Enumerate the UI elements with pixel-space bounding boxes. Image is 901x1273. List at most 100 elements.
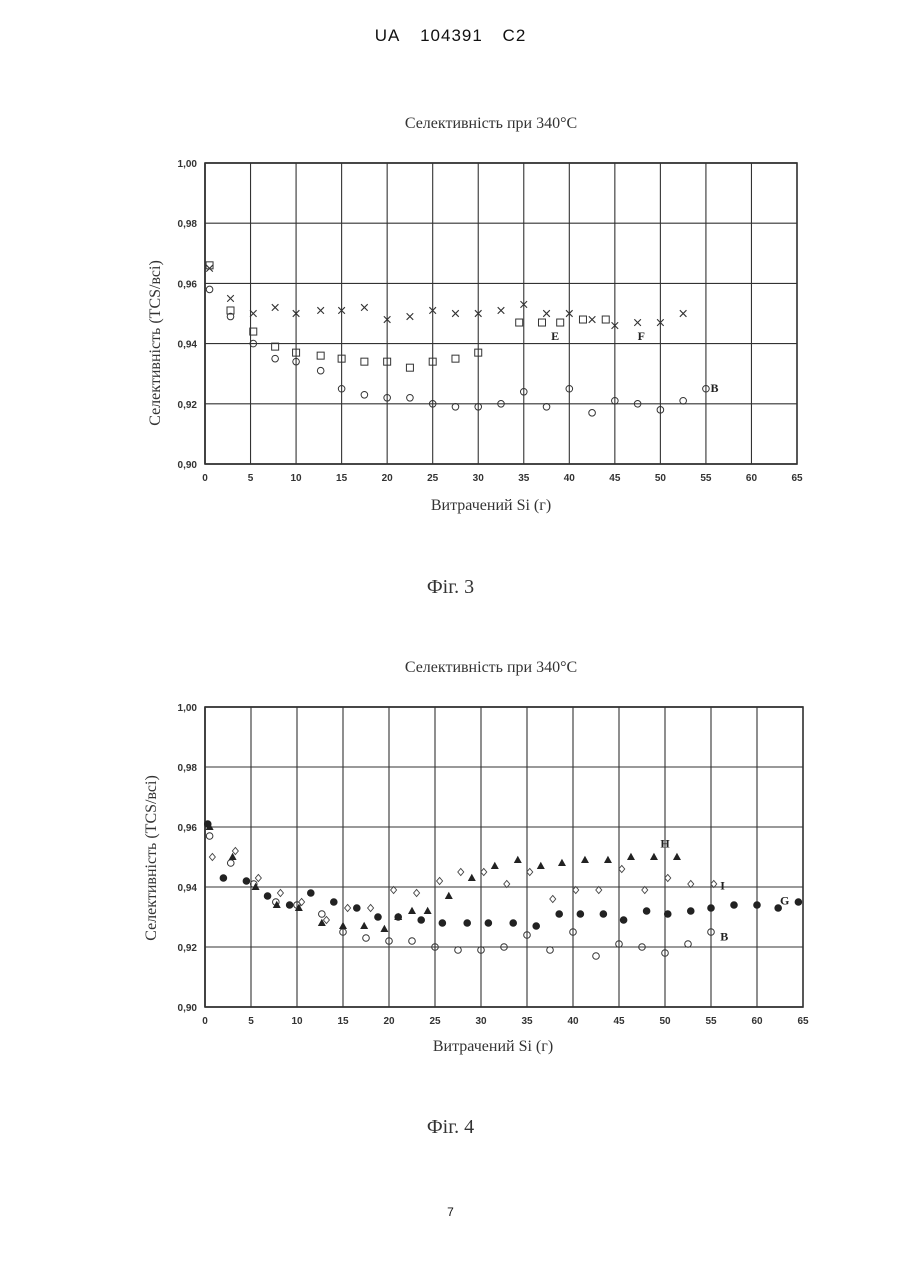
x-tick-label: 50 [655, 473, 667, 484]
point-series-G [555, 910, 563, 918]
figure-caption-fig4: Фіг. 4 [0, 1116, 901, 1139]
x-tick-label: 10 [291, 473, 303, 484]
point-series-H [604, 856, 612, 863]
series-label-I: I [720, 879, 725, 893]
point-series-G [417, 916, 425, 924]
x-tick-label: 50 [659, 1016, 671, 1027]
series-label-B: B [710, 381, 718, 395]
y-tick-label: 0,96 [178, 279, 198, 290]
y-tick-label: 0,90 [178, 460, 198, 471]
point-series-B [409, 938, 416, 945]
point-series-E [317, 352, 324, 359]
point-series-E [406, 364, 413, 371]
x-tick-label: 10 [291, 1016, 303, 1027]
y-tick-label: 0,90 [178, 1003, 198, 1014]
point-series-B [455, 947, 462, 954]
x-tick-label: 60 [746, 473, 758, 484]
point-series-G [643, 907, 651, 915]
point-series-B [363, 935, 370, 942]
point-series-B [680, 397, 687, 404]
point-series-F [407, 313, 414, 320]
x-tick-label: 60 [751, 1016, 763, 1027]
point-series-B [317, 367, 324, 374]
point-series-H [673, 853, 681, 860]
point-series-G [463, 919, 471, 927]
y-tick-label: 0,98 [178, 219, 198, 230]
point-series-E [579, 316, 586, 323]
x-tick-label: 55 [705, 1016, 717, 1027]
plot-grid: 051015202530354045505560650,900,920,940,… [178, 159, 803, 484]
point-series-I [619, 865, 625, 872]
y-tick-label: 0,92 [178, 400, 198, 411]
series-label-H: H [660, 837, 670, 851]
data-markers: BEF [206, 262, 718, 416]
header-kind: C2 [503, 26, 527, 45]
point-series-B [593, 953, 600, 960]
figure-caption-fig3: Фіг. 3 [0, 576, 901, 599]
point-series-H [558, 859, 566, 866]
point-series-G [687, 907, 695, 915]
x-tick-label: 20 [383, 1016, 395, 1027]
plot-frame [205, 707, 803, 1007]
point-series-I [299, 898, 305, 905]
point-series-H [380, 925, 388, 932]
point-series-B [272, 355, 279, 362]
point-series-B [227, 860, 234, 867]
point-series-G [307, 889, 315, 897]
x-tick-label: 5 [248, 1016, 254, 1027]
point-series-B [206, 833, 213, 840]
x-tick-label: 55 [700, 473, 712, 484]
point-series-F [317, 307, 324, 314]
point-series-I [527, 868, 533, 875]
point-series-E [272, 343, 279, 350]
x-tick-label: 30 [473, 473, 485, 484]
point-series-G [707, 904, 715, 912]
x-axis-title: Витрачений Si (г) [433, 1038, 553, 1055]
point-series-G [286, 901, 294, 909]
point-series-H [514, 856, 522, 863]
x-tick-label: 45 [613, 1016, 625, 1027]
point-series-G [439, 919, 447, 927]
x-tick-label: 25 [429, 1016, 441, 1027]
point-series-F [361, 304, 368, 311]
data-markers: BGHI [204, 820, 802, 959]
point-series-G [600, 910, 608, 918]
point-series-G [485, 919, 493, 927]
page-number: 7 [0, 1205, 901, 1219]
point-series-B [361, 391, 368, 398]
point-series-F [272, 304, 279, 311]
x-tick-label: 40 [567, 1016, 579, 1027]
point-series-I [458, 868, 464, 875]
point-series-E [516, 319, 523, 326]
point-series-H [318, 919, 326, 926]
y-axis-title: Селективність (TCS/всі) [143, 775, 160, 941]
chart-title: Селективність при 340°C [405, 659, 577, 676]
point-series-B [543, 404, 550, 411]
point-series-F [543, 310, 550, 317]
point-series-H [424, 907, 432, 914]
series-label-B: B [720, 930, 728, 944]
point-series-G [620, 916, 628, 924]
point-series-G [243, 877, 251, 885]
point-series-G [264, 892, 272, 900]
y-tick-label: 0,98 [178, 763, 198, 774]
point-series-F [680, 310, 687, 317]
x-tick-label: 0 [202, 473, 208, 484]
point-series-G [577, 910, 585, 918]
point-series-E [538, 319, 545, 326]
point-series-I [665, 874, 671, 881]
y-tick-label: 0,94 [178, 883, 198, 894]
point-series-I [481, 868, 487, 875]
point-series-G [532, 922, 540, 930]
point-series-H [445, 892, 453, 899]
patent-header: UA 104391 C2 [0, 26, 901, 46]
point-series-I [255, 874, 261, 881]
point-series-H [468, 874, 476, 881]
point-series-B [547, 947, 554, 954]
x-tick-label: 45 [609, 473, 621, 484]
point-series-B [407, 394, 414, 401]
x-tick-label: 20 [382, 473, 394, 484]
point-series-G [730, 901, 738, 909]
plot-frame [205, 163, 797, 464]
x-tick-label: 35 [518, 473, 530, 484]
